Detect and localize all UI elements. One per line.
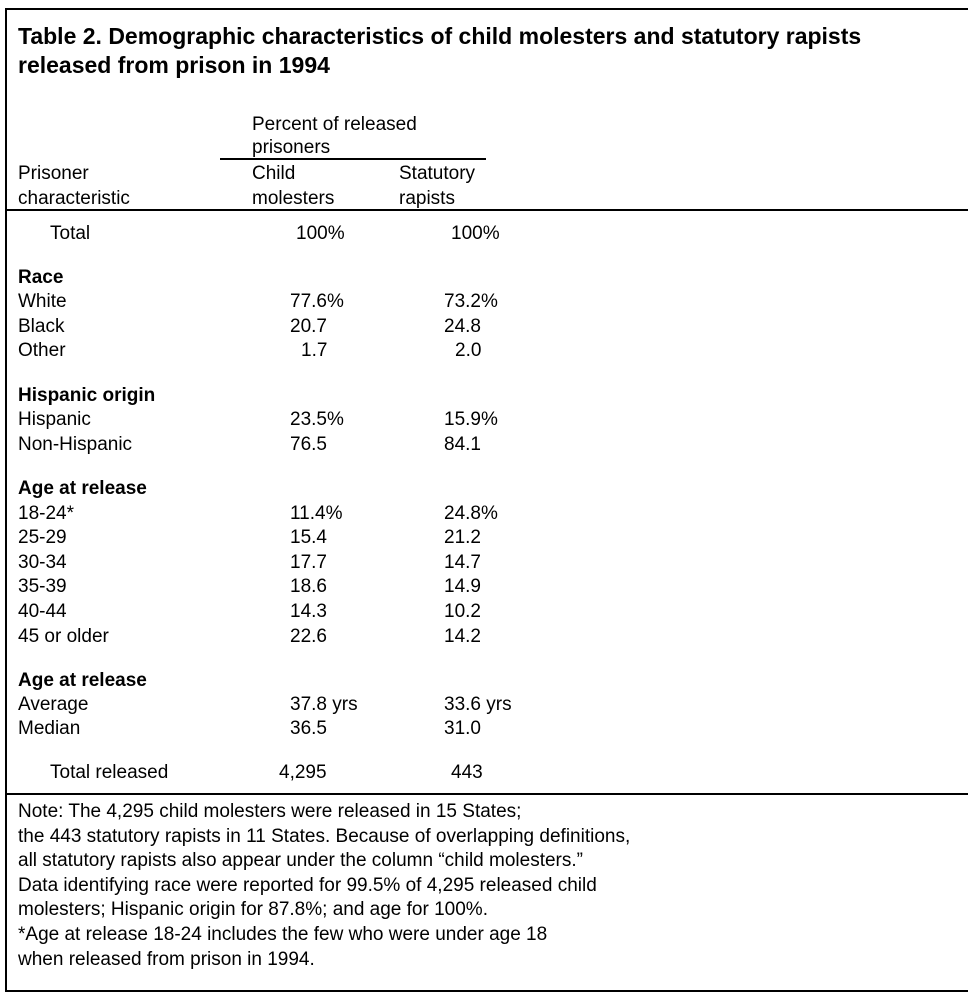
table-title: Table 2. Demographic characteristics of … (18, 23, 862, 78)
row-label: 18-24* (18, 503, 74, 524)
column-header-statutory: Statutory (399, 163, 476, 184)
footer-rule (7, 793, 968, 795)
note-line: all statutory rapists also appear under … (18, 850, 583, 872)
row-label: White (18, 291, 67, 312)
cell-child: 15.4 (290, 527, 327, 548)
section-heading: Hispanic origin (18, 385, 156, 406)
cell-child: 1.7 (301, 340, 328, 361)
row-label: 25-29 (18, 527, 67, 548)
cell-statutory: 14.7 (444, 552, 481, 573)
row-label: 35-39 (18, 576, 67, 597)
cell-statutory: 2.0 (455, 340, 482, 361)
cell-statutory: 24.8% (444, 503, 498, 524)
cell-statutory: 84.1 (444, 434, 481, 455)
header-rule (7, 209, 968, 211)
row-label: Total released (50, 762, 169, 783)
cell-child: 4,295 (279, 762, 327, 783)
cell-statutory: 73.2% (444, 291, 498, 312)
column-header-child-cont: molesters (252, 188, 335, 209)
cell-child: 77.6% (290, 291, 344, 312)
column-spanner-header: Percent of released (252, 114, 417, 135)
stub-header-cont: characteristic (18, 188, 130, 209)
row-label: 40-44 (18, 601, 67, 622)
cell-statutory: 100% (451, 223, 500, 244)
cell-child: 22.6 (290, 626, 327, 647)
cell-statutory: 14.9 (444, 576, 481, 597)
cell-child: 23.5% (290, 409, 344, 430)
row-label: Non-Hispanic (18, 434, 133, 455)
row-label: Median (18, 718, 81, 739)
cell-child: 20.7 (290, 316, 327, 337)
column-spanner-header-cont: prisoners (252, 137, 331, 158)
note-line: the 443 statutory rapists in 11 States. … (18, 825, 631, 847)
row-label: Black (18, 316, 65, 337)
column-header-statutory-cont: rapists (399, 188, 455, 209)
section-heading: Age at release (18, 478, 147, 499)
row-label: Other (18, 340, 66, 361)
table-note: Note: The 4,295 child molesters were rel… (18, 800, 630, 972)
cell-child: 14.3 (290, 601, 327, 622)
cell-statutory: 10.2 (444, 601, 481, 622)
row-label: 30-34 (18, 552, 67, 573)
note-line: *Age at release 18-24 includes the few w… (18, 923, 548, 945)
section-heading: Age at release (18, 670, 147, 691)
row-label: 45 or older (18, 626, 109, 647)
note-line: molesters; Hispanic origin for 87.8%; an… (18, 899, 488, 921)
note-line: Note: The 4,295 child molesters were rel… (18, 801, 522, 822)
cell-statutory: 31.0 (444, 718, 481, 739)
note-line: when released from prison in 1994. (18, 948, 315, 970)
stub-header: Prisoner (18, 163, 89, 184)
cell-statutory: 443 (451, 762, 483, 783)
cell-statutory: 14.2 (444, 626, 481, 647)
table-frame (5, 8, 968, 992)
row-label: Total (50, 223, 91, 244)
cell-statutory: 15.9% (444, 409, 498, 430)
section-heading: Race (18, 267, 64, 288)
cell-child: 37.8 yrs (290, 694, 358, 715)
cell-child: 11.4% (290, 503, 343, 524)
cell-child: 36.5 (290, 718, 327, 739)
column-header-child: Child (252, 163, 296, 184)
cell-statutory: 33.6 yrs (444, 694, 512, 715)
row-label: Average (18, 694, 89, 715)
note-line: Data identifying race were reported for … (18, 874, 597, 896)
cell-child: 17.7 (290, 552, 327, 573)
cell-statutory: 21.2 (444, 527, 481, 548)
cell-statutory: 24.8 (444, 316, 481, 337)
row-label: Hispanic (18, 409, 91, 430)
cell-child: 100% (296, 223, 345, 244)
cell-child: 18.6 (290, 576, 327, 597)
cell-child: 76.5 (290, 434, 327, 455)
spanner-rule (220, 158, 486, 160)
